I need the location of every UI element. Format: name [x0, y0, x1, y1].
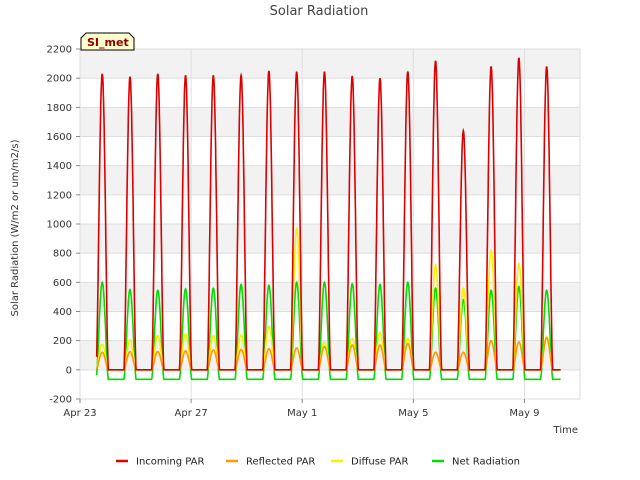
site-label: SI_met	[87, 36, 129, 49]
y-tick-label-1600: 1600	[47, 132, 72, 143]
band-800	[80, 224, 580, 254]
legend-label-net-radiation: Net Radiation	[452, 457, 520, 468]
y-tick-label-2000: 2000	[47, 74, 72, 85]
y-tick-label--200: -200	[49, 395, 72, 406]
site-label-badge	[80, 32, 135, 51]
legend: Incoming PAR Reflected PAR Diffuse PAR Net …	[116, 457, 520, 468]
chart-title: Solar Radiation	[270, 4, 369, 19]
x-tick-label-8: May 1	[287, 408, 317, 419]
y-tick-label-1200: 1200	[47, 190, 72, 201]
site-label-box: SI_met	[80, 32, 135, 51]
series-line-incoming-par	[95, 57, 561, 371]
band-1200	[80, 165, 580, 195]
x-tick-label-16: May 9	[509, 408, 539, 419]
y-axis-title: Solar Radiation (W/m2 or um/m2/s)	[10, 139, 21, 316]
x-axis-title: Time	[553, 425, 578, 436]
y-tick-label-600: 600	[53, 278, 72, 289]
x-tick-label-4: Apr 27	[175, 408, 208, 419]
series-layer	[95, 57, 561, 381]
legend-label-incoming-par: Incoming PAR	[136, 457, 205, 468]
y-tick-label-400: 400	[53, 307, 72, 318]
series-line-net-radiation	[95, 280, 561, 381]
x-tick-label-12: May 5	[398, 408, 428, 419]
y-tick-label-1000: 1000	[47, 220, 72, 231]
y-tick-label-0: 0	[66, 365, 72, 376]
y-tick-label-1400: 1400	[47, 161, 72, 172]
x-tick-label-0: Apr 23	[63, 408, 96, 419]
band-1600	[80, 107, 580, 137]
x-axis-ticks: Apr 23 Apr 27 May 1 May 5 May 9	[63, 399, 540, 419]
y-tick-label-200: 200	[53, 336, 72, 347]
legend-label-diffuse-par: Diffuse PAR	[351, 457, 408, 468]
band-2000	[80, 49, 580, 79]
band-400	[80, 282, 580, 312]
legend-label-reflected-par: Reflected PAR	[246, 457, 315, 468]
y-tick-label-1800: 1800	[47, 103, 72, 114]
y-tick-label-800: 800	[53, 249, 72, 260]
y-tick-label-2200: 2200	[47, 45, 72, 56]
y-axis-ticks: -200 0 200 400 600 800 1000 1200 1400 1600 1800 200…	[47, 45, 80, 406]
